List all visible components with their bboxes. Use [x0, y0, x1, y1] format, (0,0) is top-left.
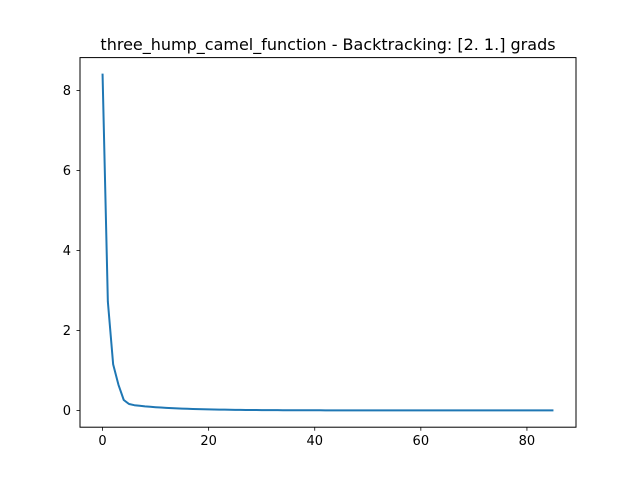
x-tick-label: 40 [306, 434, 323, 449]
y-axis-ticks: 0 2 4 6 8 [63, 84, 80, 419]
series-line [101, 73, 554, 412]
y-tick-label: 4 [63, 244, 71, 259]
x-tick-label: 80 [519, 434, 536, 449]
x-tick-label: 60 [413, 434, 430, 449]
x-tick-label: 20 [200, 434, 217, 449]
chart-title: three_hump_camel_function - Backtracking… [100, 35, 555, 55]
y-tick-label: 0 [63, 404, 71, 419]
series-layer [101, 73, 554, 412]
plot-area-frame [79, 57, 577, 428]
y-tick-label: 6 [63, 164, 71, 179]
x-tick-label: 0 [98, 434, 106, 449]
y-tick-label: 8 [63, 84, 71, 99]
x-axis-ticks: 0 20 40 60 80 [98, 427, 535, 449]
y-tick-label: 2 [63, 324, 71, 339]
